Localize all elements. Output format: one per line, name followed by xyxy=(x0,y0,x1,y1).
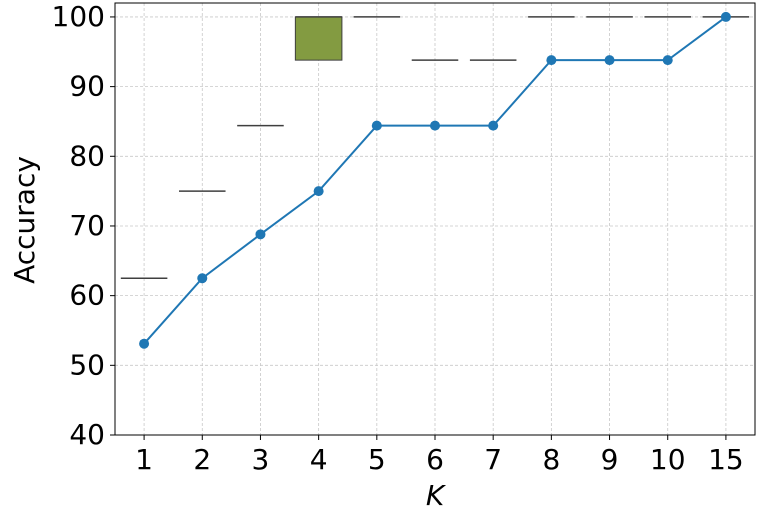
x-tick-label: 4 xyxy=(310,443,328,476)
x-tick-label: 10 xyxy=(650,443,686,476)
plot-frame xyxy=(114,2,756,436)
point xyxy=(313,186,324,197)
x-axis-label: K xyxy=(426,479,447,512)
point xyxy=(604,55,615,66)
x-tick-label: 7 xyxy=(484,443,502,476)
point xyxy=(197,273,208,284)
x-tick-label: 2 xyxy=(193,443,211,476)
x-tick-label: 3 xyxy=(252,443,270,476)
x-tick-label: 15 xyxy=(708,443,744,476)
y-tick-label: 50 xyxy=(69,348,105,381)
point xyxy=(720,11,731,22)
y-tick-label: 40 xyxy=(69,418,105,451)
x-tick-label: 6 xyxy=(426,443,444,476)
box xyxy=(294,16,343,61)
y-tick-label: 70 xyxy=(69,209,105,242)
x-tick-label: 8 xyxy=(542,443,560,476)
point xyxy=(662,55,673,66)
y-axis-label: Accuracy xyxy=(8,156,41,284)
y-tick-label: 80 xyxy=(69,139,105,172)
x-tick-label: 5 xyxy=(368,443,386,476)
point xyxy=(430,120,440,131)
point xyxy=(546,55,557,66)
point xyxy=(255,229,266,240)
x-tick-label: 1 xyxy=(135,443,153,476)
y-tick-label: 60 xyxy=(69,279,105,312)
x-tick-label: 9 xyxy=(601,443,619,476)
point xyxy=(139,338,150,349)
y-tick-label: 100 xyxy=(52,0,105,33)
point xyxy=(488,120,499,131)
y-tick-label: 90 xyxy=(69,70,105,103)
point xyxy=(371,120,382,131)
